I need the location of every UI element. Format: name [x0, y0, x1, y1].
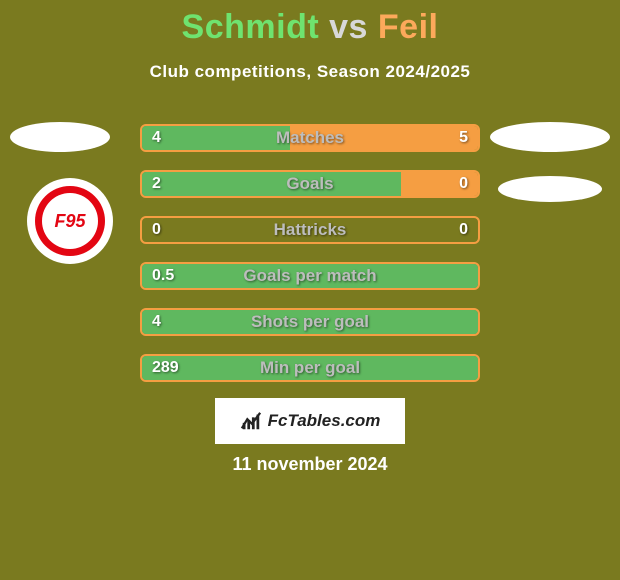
stat-bar-left	[142, 264, 478, 288]
stat-row: 0.5Goals per match	[140, 262, 480, 290]
footer-text: FcTables.com	[268, 411, 381, 431]
stat-bar-right	[290, 126, 478, 150]
stat-value-left: 0.5	[152, 264, 174, 288]
club-logo-ring: F95	[35, 186, 105, 256]
stat-value-left: 2	[152, 172, 161, 196]
stat-row: 289Min per goal	[140, 354, 480, 382]
stat-value-right: 0	[459, 172, 468, 196]
comparison-bars: 45Matches20Goals00Hattricks0.5Goals per …	[140, 124, 480, 400]
stat-row: 4Shots per goal	[140, 308, 480, 336]
title-player-right: Feil	[378, 8, 439, 46]
stat-value-left: 4	[152, 310, 161, 334]
stat-row: 0 0Hattricks	[140, 216, 480, 244]
stat-value-left: 4	[152, 126, 161, 150]
club-logo-text: F95	[42, 193, 98, 249]
stat-row: 20Goals	[140, 170, 480, 198]
footer-attribution: FcTables.com	[215, 398, 405, 444]
club-logo: F95	[27, 178, 113, 264]
stat-value-left: 0	[152, 218, 161, 242]
stat-bar-left	[142, 310, 478, 334]
date: 11 november 2024	[0, 454, 620, 475]
page-title: Schmidt vs Feil	[0, 8, 620, 47]
stat-row: 45Matches	[140, 124, 480, 152]
stat-value-right: 0	[459, 218, 468, 242]
chart-icon	[240, 410, 262, 432]
subtitle: Club competitions, Season 2024/2025	[0, 62, 620, 82]
stat-value-left: 289	[152, 356, 179, 380]
title-vs: vs	[329, 8, 368, 46]
title-player-left: Schmidt	[182, 8, 320, 46]
left-team-placeholder-top	[10, 122, 110, 152]
stat-bar-left	[142, 172, 401, 196]
stat-label: Hattricks	[142, 218, 478, 242]
stat-bar-left	[142, 356, 478, 380]
right-team-placeholder-top	[490, 122, 610, 152]
stat-value-right: 5	[459, 126, 468, 150]
right-team-placeholder-mid	[498, 176, 602, 202]
stat-bar-left	[142, 126, 290, 150]
